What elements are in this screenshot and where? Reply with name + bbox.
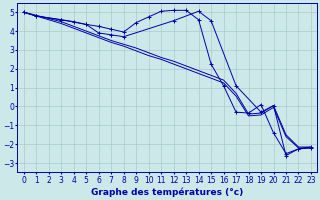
X-axis label: Graphe des températures (°c): Graphe des températures (°c) (91, 188, 244, 197)
